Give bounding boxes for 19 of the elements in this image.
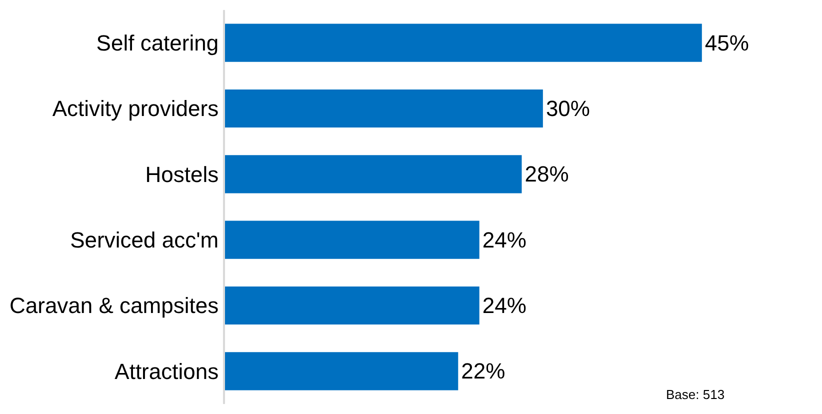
- y-tick-label: Hostels: [145, 162, 219, 187]
- data-label: 24%: [482, 227, 526, 252]
- y-tick-label: Attractions: [114, 358, 219, 384]
- bar: [225, 352, 458, 390]
- annotation: Base: 513: [666, 387, 725, 402]
- bar: [225, 286, 480, 325]
- data-label: 22%: [461, 358, 506, 384]
- data-label: 30%: [546, 96, 590, 121]
- data-label: 28%: [524, 162, 569, 187]
- y-tick-label: Activity providers: [52, 96, 219, 122]
- y-tick-label: Serviced acc'm: [70, 228, 219, 253]
- bar: [225, 24, 702, 62]
- bar: [225, 89, 543, 128]
- data-label: 45%: [704, 30, 749, 56]
- bar: [225, 220, 480, 259]
- bar: [225, 155, 522, 194]
- y-tick-label: Caravan & campsites: [10, 293, 219, 318]
- data-label: 24%: [482, 293, 526, 318]
- y-tick-label: Self catering: [96, 30, 219, 56]
